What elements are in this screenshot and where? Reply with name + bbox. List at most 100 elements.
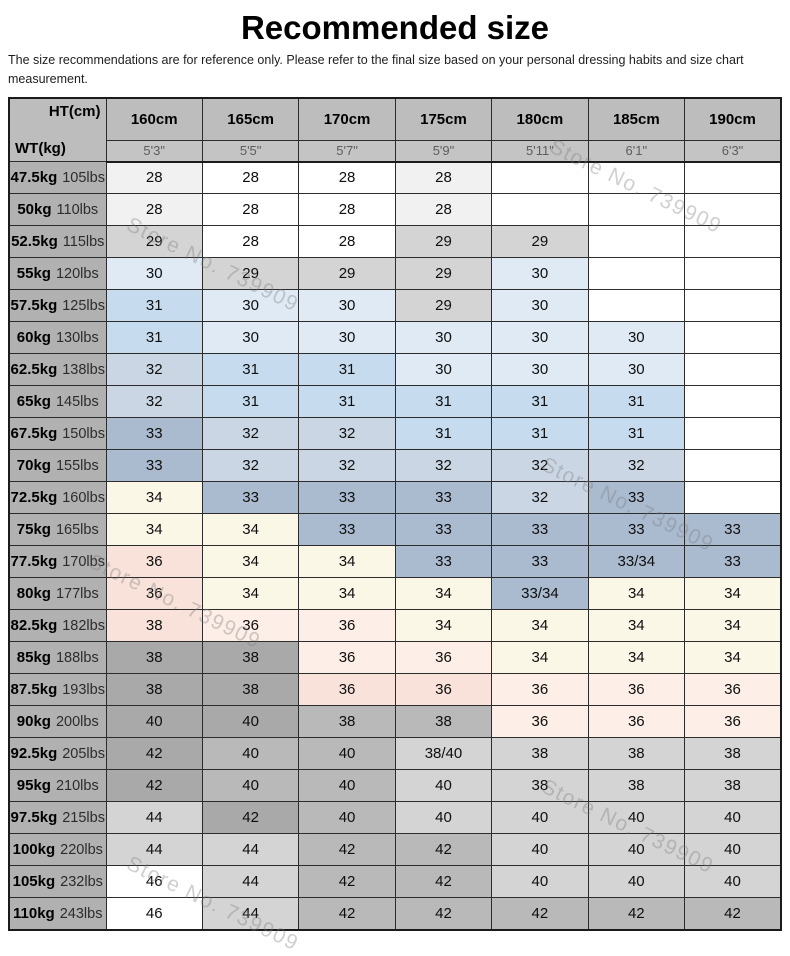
size-cell: 34 xyxy=(201,513,300,546)
size-cell: 31 xyxy=(105,321,203,354)
weight-label-cell: 87.5kg 193lbs xyxy=(8,673,107,706)
size-cell: 32 xyxy=(298,449,396,482)
table-row: 95kg 210lbs 42 40 40 40 38 38 38 xyxy=(8,769,782,802)
size-cell xyxy=(587,161,686,194)
table-row: 100kg 220lbs 44 44 42 42 40 40 40 xyxy=(8,833,782,866)
size-cell xyxy=(684,321,782,354)
size-cell xyxy=(684,193,782,226)
weight-lbs-label: 110lbs xyxy=(56,202,99,218)
size-cell: 38 xyxy=(684,737,782,770)
weight-lbs-label: 155lbs xyxy=(55,458,99,474)
weight-label-cell: 90kg 200lbs xyxy=(8,705,107,738)
weight-kg-label: 70kg xyxy=(16,457,51,474)
disclaimer-text: The size recommendations are for referen… xyxy=(8,53,744,86)
weight-lbs-label: 115lbs xyxy=(62,234,105,250)
size-cell: 33/34 xyxy=(587,545,686,578)
size-cell xyxy=(587,289,686,322)
size-cell: 30 xyxy=(491,353,589,386)
table-row: 55kg 120lbs 30 29 29 29 30 xyxy=(8,257,782,290)
size-cell: 44 xyxy=(201,833,300,866)
size-cell: 42 xyxy=(394,833,493,866)
weight-label-cell: 97.5kg 215lbs xyxy=(8,801,107,834)
size-cell: 31 xyxy=(491,385,589,418)
size-cell: 34 xyxy=(684,577,782,610)
size-cell: 40 xyxy=(298,737,396,770)
weight-kg-label: 87.5kg xyxy=(10,681,58,698)
size-cell: 34 xyxy=(201,545,300,578)
size-cell: 30 xyxy=(587,321,686,354)
size-cell: 31 xyxy=(491,417,589,450)
weight-lbs-label: 200lbs xyxy=(55,714,99,730)
size-cell: 30 xyxy=(587,353,686,386)
size-cell: 33 xyxy=(105,449,203,482)
weight-label-cell: 50kg 110lbs xyxy=(8,193,107,226)
size-cell: 30 xyxy=(105,257,203,290)
size-cell: 33 xyxy=(587,481,686,514)
size-cell: 33 xyxy=(394,481,493,514)
size-cell xyxy=(684,161,782,194)
size-cell: 29 xyxy=(201,257,300,290)
header-row-cm: HT(cm) WT(kg) 160cm 165cm 170cm 175cm 180cm 185… xyxy=(8,97,782,162)
size-cell: 40 xyxy=(491,833,589,866)
size-cell: 31 xyxy=(298,385,396,418)
table-row: 90kg 200lbs 40 40 38 38 36 36 36 xyxy=(8,705,782,738)
size-cell: 30 xyxy=(491,289,589,322)
size-cell: 34 xyxy=(491,641,589,674)
table-header: HT(cm) WT(kg) 160cm 165cm 170cm 175cm 180cm 185… xyxy=(8,97,782,163)
height-cm-header: 175cm xyxy=(394,97,493,141)
size-cell: 31 xyxy=(394,417,493,450)
size-cell: 33 xyxy=(684,513,782,546)
weight-lbs-label: 182lbs xyxy=(62,618,105,634)
size-cell: 33 xyxy=(491,513,589,546)
size-cell: 42 xyxy=(587,897,686,930)
table-row: 50kg 110lbs 28 28 28 28 xyxy=(8,193,782,226)
weight-kg-label: 55kg xyxy=(16,265,51,282)
table-row: 60kg 130lbs 31 30 30 30 30 30 xyxy=(8,321,782,354)
size-cell: 28 xyxy=(201,193,300,226)
size-cell: 40 xyxy=(491,865,589,898)
size-cell: 46 xyxy=(105,865,203,898)
size-cell: 42 xyxy=(298,865,396,898)
size-cell: 33 xyxy=(201,481,300,514)
size-cell: 29 xyxy=(298,257,396,290)
size-cell: 30 xyxy=(394,321,493,354)
size-cell: 40 xyxy=(105,705,203,738)
weight-lbs-label: 105lbs xyxy=(62,170,105,186)
size-cell xyxy=(587,257,686,290)
size-table: HT(cm) WT(kg) 160cm 165cm 170cm 175cm 180cm 185… xyxy=(8,96,782,931)
table-row: 75kg 165lbs 34 34 33 33 33 33 33 xyxy=(8,513,782,546)
size-cell: 32 xyxy=(394,449,493,482)
size-cell: 38 xyxy=(491,769,589,802)
page-title: Recommended size xyxy=(240,9,550,46)
size-cell: 34 xyxy=(684,641,782,674)
weight-label-cell: 75kg 165lbs xyxy=(8,513,107,546)
weight-lbs-label: 150lbs xyxy=(62,426,105,442)
weight-kg-label: 75kg xyxy=(16,521,51,538)
size-cell: 32 xyxy=(105,385,203,418)
weight-kg-label: 110kg xyxy=(13,904,55,922)
weight-lbs-label: 177lbs xyxy=(55,586,99,602)
weight-lbs-label: 193lbs xyxy=(62,682,105,698)
size-cell: 36 xyxy=(587,673,686,706)
size-cell: 38 xyxy=(587,737,686,770)
size-cell: 42 xyxy=(298,833,396,866)
height-cm-header: 180cm xyxy=(491,97,589,141)
weight-label-cell: 85kg 188lbs xyxy=(8,641,107,674)
size-cell: 30 xyxy=(491,321,589,354)
height-ft-header: 5'3" xyxy=(105,140,203,163)
size-cell: 38 xyxy=(394,705,493,738)
size-cell: 42 xyxy=(491,897,589,930)
size-cell: 32 xyxy=(201,417,300,450)
weight-kg-label: 95kg xyxy=(16,777,51,794)
height-ft-header: 6'3" xyxy=(684,140,782,163)
weight-label-cell: 62.5kg 138lbs xyxy=(8,353,107,386)
size-cell: 29 xyxy=(394,257,493,290)
table-row: 105kg 232lbs 46 44 42 42 40 40 40 xyxy=(8,865,782,898)
height-ft-header: 5'5" xyxy=(201,140,300,163)
size-cell: 34 xyxy=(298,577,396,610)
size-cell: 40 xyxy=(298,801,396,834)
size-cell: 28 xyxy=(201,225,300,258)
weight-kg-label: 97.5kg xyxy=(10,809,58,826)
weight-kg-label: 62.5kg xyxy=(10,361,58,378)
size-cell: 30 xyxy=(298,289,396,322)
